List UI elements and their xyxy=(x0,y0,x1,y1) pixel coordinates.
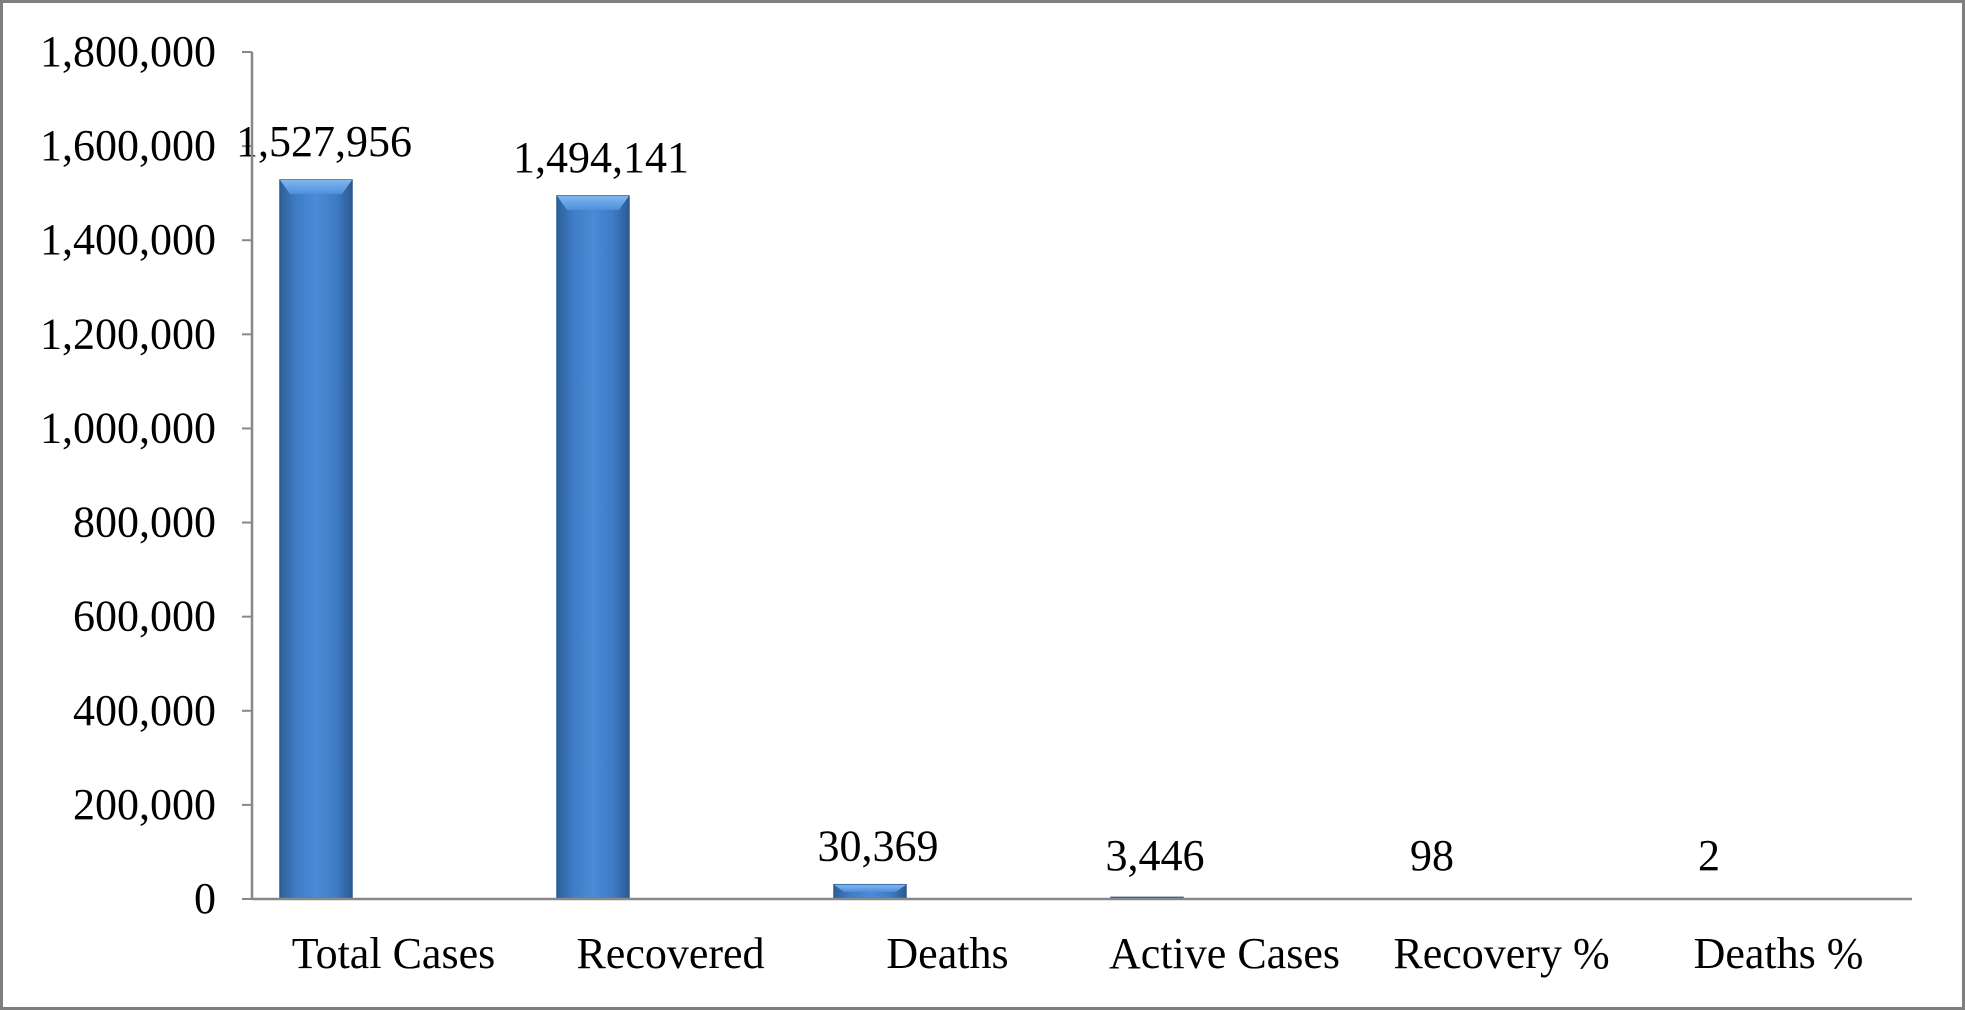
data-label: 1,527,956 xyxy=(236,117,412,166)
data-label: 30,369 xyxy=(818,822,939,871)
data-label: 3,446 xyxy=(1106,831,1205,880)
y-tick-label: 200,000 xyxy=(73,780,216,829)
y-tick-label: 600,000 xyxy=(73,592,216,641)
x-tick-label: Recovered xyxy=(576,929,764,978)
data-label: 98 xyxy=(1410,831,1454,880)
y-axis-ticks: 0 200,000 400,000 600,000 800,000 1,000,000 1,… xyxy=(40,27,252,923)
x-tick-label: Total Cases xyxy=(292,929,495,978)
y-tick-label: 0 xyxy=(194,874,216,923)
x-tick-label: Deaths xyxy=(886,929,1008,978)
y-tick-label: 1,600,000 xyxy=(40,121,216,170)
bars xyxy=(279,179,1738,900)
y-tick-label: 400,000 xyxy=(73,686,216,735)
bar-cap xyxy=(834,884,906,892)
x-tick-label: Deaths % xyxy=(1694,929,1864,978)
bar xyxy=(279,179,353,900)
x-tick-label: Recovery % xyxy=(1393,929,1609,978)
data-label: 2 xyxy=(1698,831,1720,880)
bar-cap xyxy=(557,195,629,210)
data-label: 1,494,141 xyxy=(513,133,689,182)
x-tick-label: Active Cases xyxy=(1109,929,1340,978)
y-tick-label: 1,800,000 xyxy=(40,27,216,76)
y-tick-label: 1,200,000 xyxy=(40,309,216,358)
bar-cap xyxy=(280,180,352,195)
bar xyxy=(556,195,630,900)
x-axis-ticks: Total Cases Recovered Deaths Active Cases Re… xyxy=(292,929,1864,978)
data-labels: 1,527,956 1,494,141 30,369 3,446 98 2 xyxy=(236,117,1720,880)
y-tick-label: 800,000 xyxy=(73,498,216,547)
y-tick-label: 1,400,000 xyxy=(40,215,216,264)
y-tick-label: 1,000,000 xyxy=(40,403,216,452)
